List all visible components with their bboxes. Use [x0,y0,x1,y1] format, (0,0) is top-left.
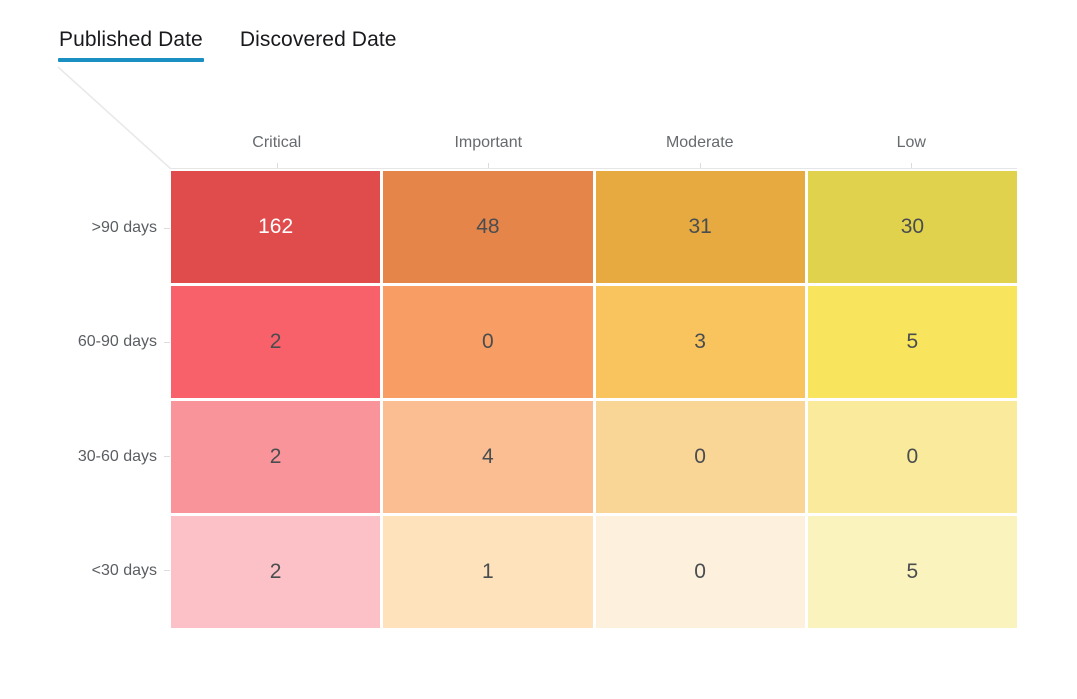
heatmap-cell[interactable]: 0 [595,516,805,628]
column-header-important: Important [383,134,595,169]
heatmap-cell[interactable]: 1 [383,516,593,628]
heatmap-cell[interactable]: 31 [595,171,805,283]
heatmap-cell[interactable]: 0 [383,286,593,398]
heatmap-cell[interactable]: 48 [383,171,593,283]
axis-tick [164,227,170,229]
column-header-label: Low [896,134,926,151]
row-labels: >90 days 60-90 days 30-60 days <30 days [0,171,170,628]
heatmap-cell[interactable]: 0 [807,401,1017,513]
axis-line [171,168,1017,169]
column-header-moderate: Moderate [594,134,806,169]
column-headers: Critical Important Moderate Low [171,134,1017,169]
axis-tick [164,570,170,572]
axis-tick [164,341,170,343]
row-label-lt30: <30 days [0,514,170,628]
row-label-gt90: >90 days [0,171,170,285]
tab-published-date-label: Published Date [59,28,203,51]
column-header-label: Moderate [665,134,734,151]
heatmap-cell[interactable]: 30 [807,171,1017,283]
axis-tick [276,163,278,169]
heatmap-cell[interactable]: 4 [383,401,593,513]
tab-published-date[interactable]: Published Date [58,28,204,62]
heatmap-cell[interactable]: 2 [171,516,381,628]
tab-discovered-date[interactable]: Discovered Date [239,28,398,62]
tab-discovered-date-label: Discovered Date [239,28,397,51]
axis-tick [488,163,490,169]
row-label-text: <30 days [91,561,157,579]
axis-tick [699,163,701,169]
column-header-label: Important [454,134,523,151]
axis-tick [164,456,170,458]
heatmap-cell[interactable]: 5 [807,286,1017,398]
heatmap-cell[interactable]: 2 [171,401,381,513]
heatmap-cell[interactable]: 5 [807,516,1017,628]
column-header-low: Low [806,134,1018,169]
heatmap-cell[interactable]: 162 [171,171,381,283]
row-label-text: >90 days [91,219,157,237]
row-label-text: 30-60 days [77,447,157,465]
heatmap-cell[interactable]: 3 [595,286,805,398]
row-label-30-60: 30-60 days [0,400,170,514]
row-label-60-90: 60-90 days [0,285,170,399]
axis-tick [911,163,913,169]
heatmap-grid: 162 48 31 30 2 0 3 5 2 4 0 0 2 1 0 5 [171,171,1017,628]
active-tab-underline [58,58,204,62]
heatmap-cell[interactable]: 0 [595,401,805,513]
heatmap-cell[interactable]: 2 [171,286,381,398]
row-label-text: 60-90 days [77,333,157,351]
tab-bar: Published Date Discovered Date [58,28,398,62]
column-header-label: Critical [252,134,302,151]
column-header-critical: Critical [171,134,383,169]
